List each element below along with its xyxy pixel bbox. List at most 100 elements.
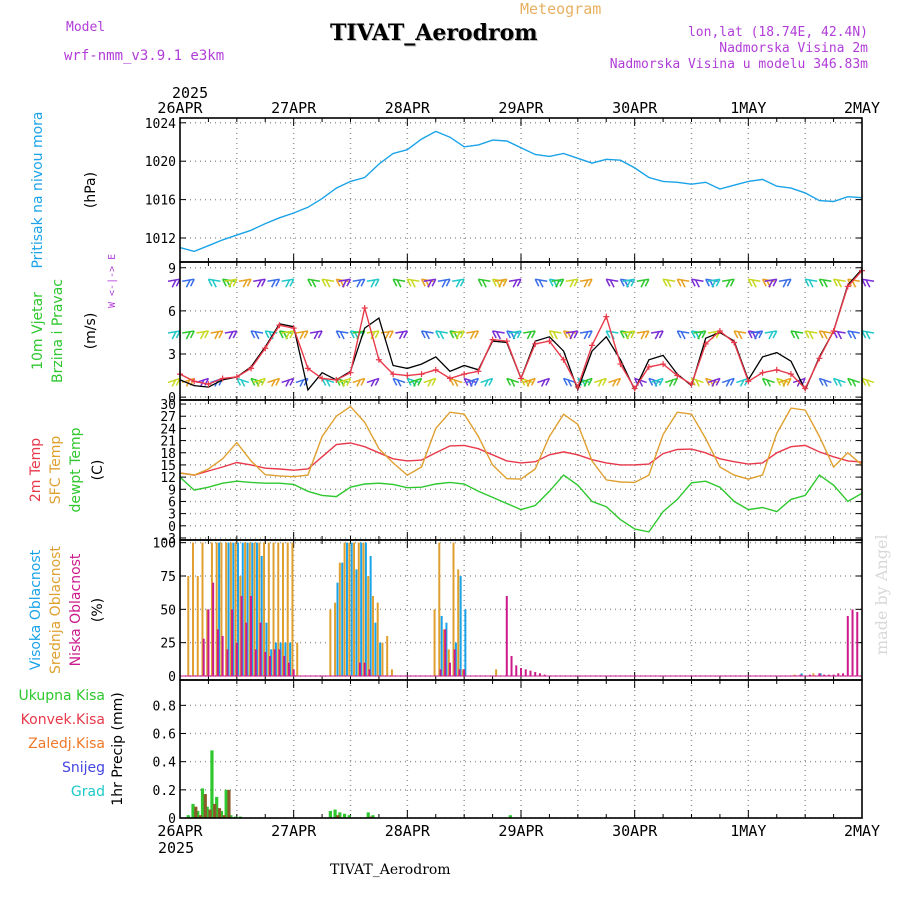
wind-barb [366, 377, 380, 384]
panel-precip [179, 679, 863, 819]
wind-barb [804, 330, 810, 339]
wind-barb [352, 330, 365, 334]
wind-barb [388, 330, 394, 339]
wind-point-marker [418, 371, 425, 378]
wind-barb [325, 279, 331, 288]
axis-label-brzina-i-pravac: Brzina i Pravac [50, 279, 66, 383]
x-tick-label-top: 26APR [157, 99, 203, 117]
wind-barb [167, 330, 181, 334]
wind-barb [537, 377, 550, 384]
wind-barb [622, 278, 635, 282]
wind-barb [256, 379, 262, 387]
y-tick-label-temperature: -3 [160, 532, 176, 547]
wind-point-marker [205, 381, 212, 388]
wind-barb [264, 330, 270, 339]
x-tick-label-top: 1MAY [730, 99, 766, 117]
wind-barb [650, 330, 664, 334]
wind-barb [579, 278, 593, 282]
wind-barb [526, 379, 532, 387]
wind-barb [833, 377, 846, 384]
wind-barb [275, 378, 281, 386]
wind-barb [626, 331, 632, 340]
wind-barb [218, 330, 224, 339]
wind-barb [275, 278, 281, 287]
y-tick-label-cloud: 100 [153, 537, 176, 552]
wind-barb [506, 377, 520, 384]
wind-barb [224, 278, 237, 282]
y-tick-label-temperature: 3 [168, 508, 176, 523]
wind-barb [374, 330, 380, 339]
wind-barb [423, 377, 436, 384]
wind-barb [309, 330, 323, 334]
wind-barb [569, 331, 575, 340]
wind-barb [506, 378, 512, 386]
wind-barb [722, 278, 735, 282]
wind-barb [498, 279, 504, 288]
wind-barb [423, 278, 436, 282]
wind-barb [605, 330, 611, 339]
legend-zaledj-kisa: Zaledj.Kisa [28, 736, 105, 752]
wind-barb [253, 377, 266, 384]
wind-barb [819, 377, 832, 384]
wind-barb [189, 330, 195, 339]
wind-barb [392, 377, 406, 384]
wind-barb [534, 278, 540, 287]
x-tick-label-bottom: 26APR [157, 822, 203, 840]
wind-barb [250, 330, 256, 339]
wind-barb [299, 331, 305, 340]
wind-barb [445, 278, 451, 287]
wind-barb [325, 379, 331, 387]
wind-barb [733, 330, 739, 339]
line-brzina-modela [179, 270, 863, 390]
wind-barb [171, 379, 177, 387]
wind-point-marker [660, 361, 667, 368]
wind-barb [776, 378, 782, 386]
wind-barb [469, 331, 475, 340]
wind-barb [739, 379, 745, 387]
y-tick-label-temperature: 15 [160, 459, 176, 474]
axis-label-niska-oblacnost: Niska Oblacnost [68, 553, 84, 666]
wind-barb [822, 331, 828, 340]
wind-barb [502, 278, 508, 287]
wind-barb [611, 379, 617, 387]
wind-barb [406, 278, 412, 287]
wind-barb [228, 279, 234, 288]
wind-barb [204, 330, 210, 339]
wind-barb [516, 330, 522, 339]
wind-barb [214, 331, 220, 340]
wind-barb [579, 377, 593, 384]
wind-barb [677, 330, 690, 334]
wind-barb [311, 279, 317, 288]
page-title: TIVAT_Aerodrom [330, 20, 538, 46]
wind-barb [207, 278, 213, 287]
line-2m-temp [179, 442, 863, 476]
wind-barb [606, 330, 619, 334]
wind-barb [768, 279, 774, 288]
wind-barb [346, 278, 352, 287]
legend-konvek-kisa: Konvek.Kisa [21, 712, 105, 728]
wind-barb [463, 378, 469, 386]
wind-barb [565, 330, 578, 334]
y-tick-label-cloud: 50 [160, 603, 176, 618]
wind-barb [606, 278, 619, 282]
wind-barb [818, 278, 824, 287]
wind-barb [530, 378, 536, 386]
wind-barb [569, 279, 575, 288]
wind-barb [171, 279, 177, 288]
wind-barb [420, 278, 426, 287]
y-tick-label-temperature: 6 [168, 495, 176, 510]
model-label: Model [66, 20, 106, 35]
wind-barb [182, 330, 195, 334]
wind-barb [254, 331, 260, 340]
x-tick-label-top: 28APR [385, 99, 431, 117]
wind-barb [335, 278, 341, 287]
wind-point-marker [787, 371, 794, 378]
wind-barb [303, 330, 309, 339]
wind-barb [508, 278, 522, 282]
wind-barb [545, 378, 551, 386]
wind-barb [549, 330, 562, 334]
wind-barb [232, 330, 238, 339]
wind-barb [441, 279, 447, 288]
wind-point-marker [248, 365, 255, 372]
wind-barb [587, 278, 593, 287]
